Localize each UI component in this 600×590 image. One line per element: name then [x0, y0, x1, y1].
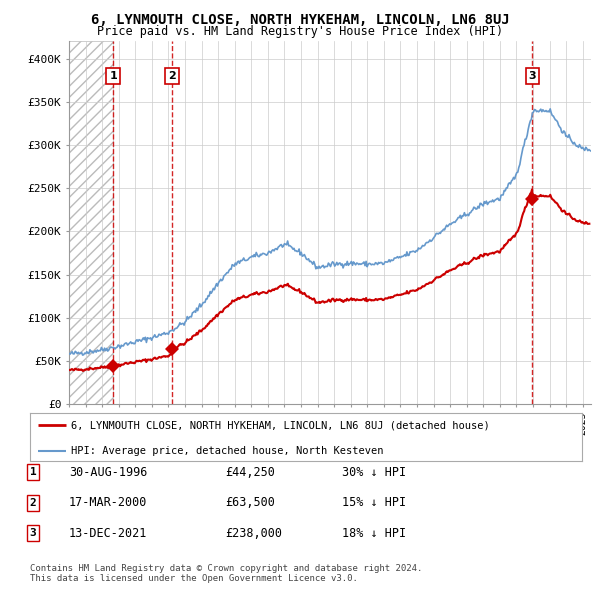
Text: 3: 3 — [29, 529, 37, 538]
Bar — [69, 41, 113, 404]
Text: 3: 3 — [529, 71, 536, 81]
Text: 18% ↓ HPI: 18% ↓ HPI — [342, 527, 406, 540]
Text: 6, LYNMOUTH CLOSE, NORTH HYKEHAM, LINCOLN, LN6 8UJ (detached house): 6, LYNMOUTH CLOSE, NORTH HYKEHAM, LINCOL… — [71, 420, 490, 430]
Text: £44,250: £44,250 — [225, 466, 275, 478]
Text: 30-AUG-1996: 30-AUG-1996 — [69, 466, 148, 478]
Text: HPI: Average price, detached house, North Kesteven: HPI: Average price, detached house, Nort… — [71, 445, 384, 455]
Text: 17-MAR-2000: 17-MAR-2000 — [69, 496, 148, 509]
Text: £63,500: £63,500 — [225, 496, 275, 509]
Text: 6, LYNMOUTH CLOSE, NORTH HYKEHAM, LINCOLN, LN6 8UJ: 6, LYNMOUTH CLOSE, NORTH HYKEHAM, LINCOL… — [91, 13, 509, 27]
Text: 15% ↓ HPI: 15% ↓ HPI — [342, 496, 406, 509]
Text: 1: 1 — [109, 71, 117, 81]
Text: 13-DEC-2021: 13-DEC-2021 — [69, 527, 148, 540]
Text: 1: 1 — [29, 467, 37, 477]
Text: £238,000: £238,000 — [225, 527, 282, 540]
Text: 2: 2 — [168, 71, 176, 81]
Text: 30% ↓ HPI: 30% ↓ HPI — [342, 466, 406, 478]
Text: 2: 2 — [29, 498, 37, 507]
Text: Price paid vs. HM Land Registry's House Price Index (HPI): Price paid vs. HM Land Registry's House … — [97, 25, 503, 38]
Text: Contains HM Land Registry data © Crown copyright and database right 2024.
This d: Contains HM Land Registry data © Crown c… — [30, 563, 422, 583]
